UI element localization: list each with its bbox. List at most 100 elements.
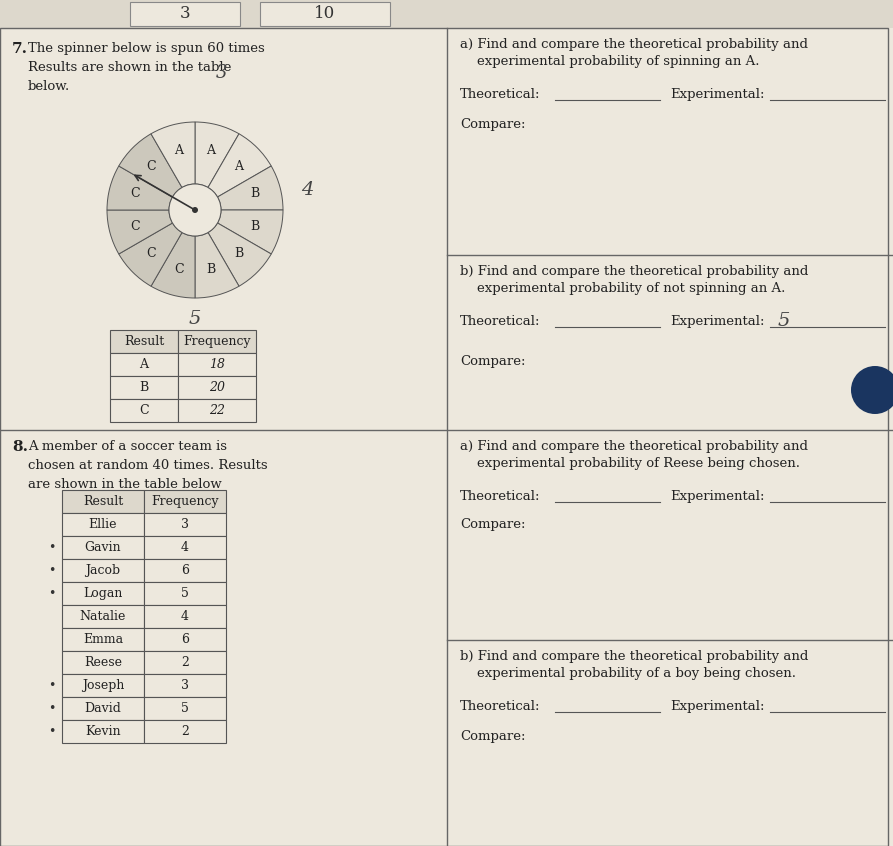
Text: •: • bbox=[48, 564, 55, 577]
Text: 5: 5 bbox=[188, 310, 201, 328]
Bar bbox=[62, 513, 144, 536]
Text: 18: 18 bbox=[209, 358, 225, 371]
Text: 6: 6 bbox=[181, 564, 189, 577]
Bar bbox=[144, 513, 226, 536]
Text: Theoretical:: Theoretical: bbox=[460, 315, 540, 328]
Text: experimental probability of spinning an A.: experimental probability of spinning an … bbox=[460, 55, 760, 68]
Bar bbox=[130, 2, 240, 26]
Circle shape bbox=[851, 366, 893, 414]
Wedge shape bbox=[208, 223, 271, 286]
Text: b) Find and compare the theoretical probability and: b) Find and compare the theoretical prob… bbox=[460, 265, 808, 278]
Text: A member of a soccer team is
chosen at random 40 times. Results
are shown in the: A member of a soccer team is chosen at r… bbox=[28, 440, 268, 491]
Bar bbox=[110, 353, 178, 376]
Text: 6: 6 bbox=[181, 633, 189, 646]
Bar bbox=[144, 674, 226, 697]
Text: 4: 4 bbox=[301, 181, 313, 199]
Text: Theoretical:: Theoretical: bbox=[460, 88, 540, 101]
Bar bbox=[110, 399, 178, 422]
Bar bbox=[0, 0, 893, 28]
Text: Emma: Emma bbox=[83, 633, 123, 646]
Text: Theoretical:: Theoretical: bbox=[460, 700, 540, 713]
Text: Natalie: Natalie bbox=[79, 610, 126, 623]
Text: David: David bbox=[85, 702, 121, 715]
Text: 3: 3 bbox=[181, 518, 189, 531]
Bar bbox=[178, 330, 256, 353]
Text: 5: 5 bbox=[181, 587, 189, 600]
Bar bbox=[144, 697, 226, 720]
Text: 2: 2 bbox=[181, 656, 189, 669]
Text: Experimental:: Experimental: bbox=[670, 88, 764, 101]
Text: B: B bbox=[139, 381, 148, 394]
Text: 4: 4 bbox=[181, 541, 189, 554]
Wedge shape bbox=[151, 122, 195, 188]
Text: •: • bbox=[48, 541, 55, 554]
Bar bbox=[144, 628, 226, 651]
Bar bbox=[144, 651, 226, 674]
Bar bbox=[62, 559, 144, 582]
Wedge shape bbox=[119, 134, 182, 197]
Text: Reese: Reese bbox=[84, 656, 122, 669]
Bar bbox=[110, 330, 178, 353]
Bar bbox=[178, 376, 256, 399]
Text: Compare:: Compare: bbox=[460, 355, 525, 368]
Wedge shape bbox=[107, 166, 172, 210]
Bar bbox=[144, 536, 226, 559]
Text: experimental probability of Reese being chosen.: experimental probability of Reese being … bbox=[460, 457, 800, 470]
Bar bbox=[62, 651, 144, 674]
Bar bbox=[62, 674, 144, 697]
Text: Experimental:: Experimental: bbox=[670, 490, 764, 503]
Text: Compare:: Compare: bbox=[460, 118, 525, 131]
Text: C: C bbox=[130, 188, 140, 201]
Text: a) Find and compare the theoretical probability and: a) Find and compare the theoretical prob… bbox=[460, 440, 808, 453]
Text: 10: 10 bbox=[314, 6, 336, 23]
Text: Gavin: Gavin bbox=[85, 541, 121, 554]
Bar bbox=[144, 490, 226, 513]
Text: Experimental:: Experimental: bbox=[670, 700, 764, 713]
Text: Compare:: Compare: bbox=[460, 518, 525, 531]
Text: Ellie: Ellie bbox=[88, 518, 117, 531]
Text: 7.: 7. bbox=[12, 42, 28, 56]
Wedge shape bbox=[208, 134, 271, 197]
Circle shape bbox=[169, 184, 221, 236]
Text: 3: 3 bbox=[216, 64, 228, 82]
Text: B: B bbox=[206, 263, 216, 277]
Text: The spinner below is spun 60 times
Results are shown in the table
below.: The spinner below is spun 60 times Resul… bbox=[28, 42, 264, 93]
Text: 5: 5 bbox=[778, 312, 790, 330]
Wedge shape bbox=[195, 122, 239, 188]
Text: A: A bbox=[234, 160, 243, 173]
Wedge shape bbox=[119, 223, 182, 286]
Text: 5: 5 bbox=[181, 702, 189, 715]
Text: 2: 2 bbox=[181, 725, 189, 738]
Text: B: B bbox=[234, 247, 244, 261]
Text: 20: 20 bbox=[209, 381, 225, 394]
Text: A: A bbox=[206, 144, 215, 157]
Text: •: • bbox=[48, 587, 55, 600]
Text: C: C bbox=[174, 263, 184, 277]
Text: Experimental:: Experimental: bbox=[670, 315, 764, 328]
Text: a) Find and compare the theoretical probability and: a) Find and compare the theoretical prob… bbox=[460, 38, 808, 51]
Text: Result: Result bbox=[124, 335, 164, 348]
Wedge shape bbox=[218, 166, 283, 210]
Text: 8.: 8. bbox=[12, 440, 28, 454]
Text: Result: Result bbox=[83, 495, 123, 508]
Text: experimental probability of a boy being chosen.: experimental probability of a boy being … bbox=[460, 667, 796, 680]
Bar bbox=[62, 628, 144, 651]
Bar bbox=[178, 353, 256, 376]
Text: C: C bbox=[146, 160, 156, 173]
Bar bbox=[62, 582, 144, 605]
Text: Jacob: Jacob bbox=[86, 564, 121, 577]
Text: C: C bbox=[146, 247, 156, 261]
Bar bbox=[62, 490, 144, 513]
Text: b) Find and compare the theoretical probability and: b) Find and compare the theoretical prob… bbox=[460, 650, 808, 663]
Text: 4: 4 bbox=[181, 610, 189, 623]
Text: 3: 3 bbox=[179, 6, 190, 23]
Wedge shape bbox=[107, 210, 172, 254]
Circle shape bbox=[192, 207, 198, 213]
Bar bbox=[260, 2, 390, 26]
Text: Theoretical:: Theoretical: bbox=[460, 490, 540, 503]
Text: Compare:: Compare: bbox=[460, 730, 525, 743]
Text: •: • bbox=[48, 702, 55, 715]
Bar bbox=[62, 720, 144, 743]
Text: Frequency: Frequency bbox=[183, 335, 251, 348]
Wedge shape bbox=[218, 210, 283, 254]
